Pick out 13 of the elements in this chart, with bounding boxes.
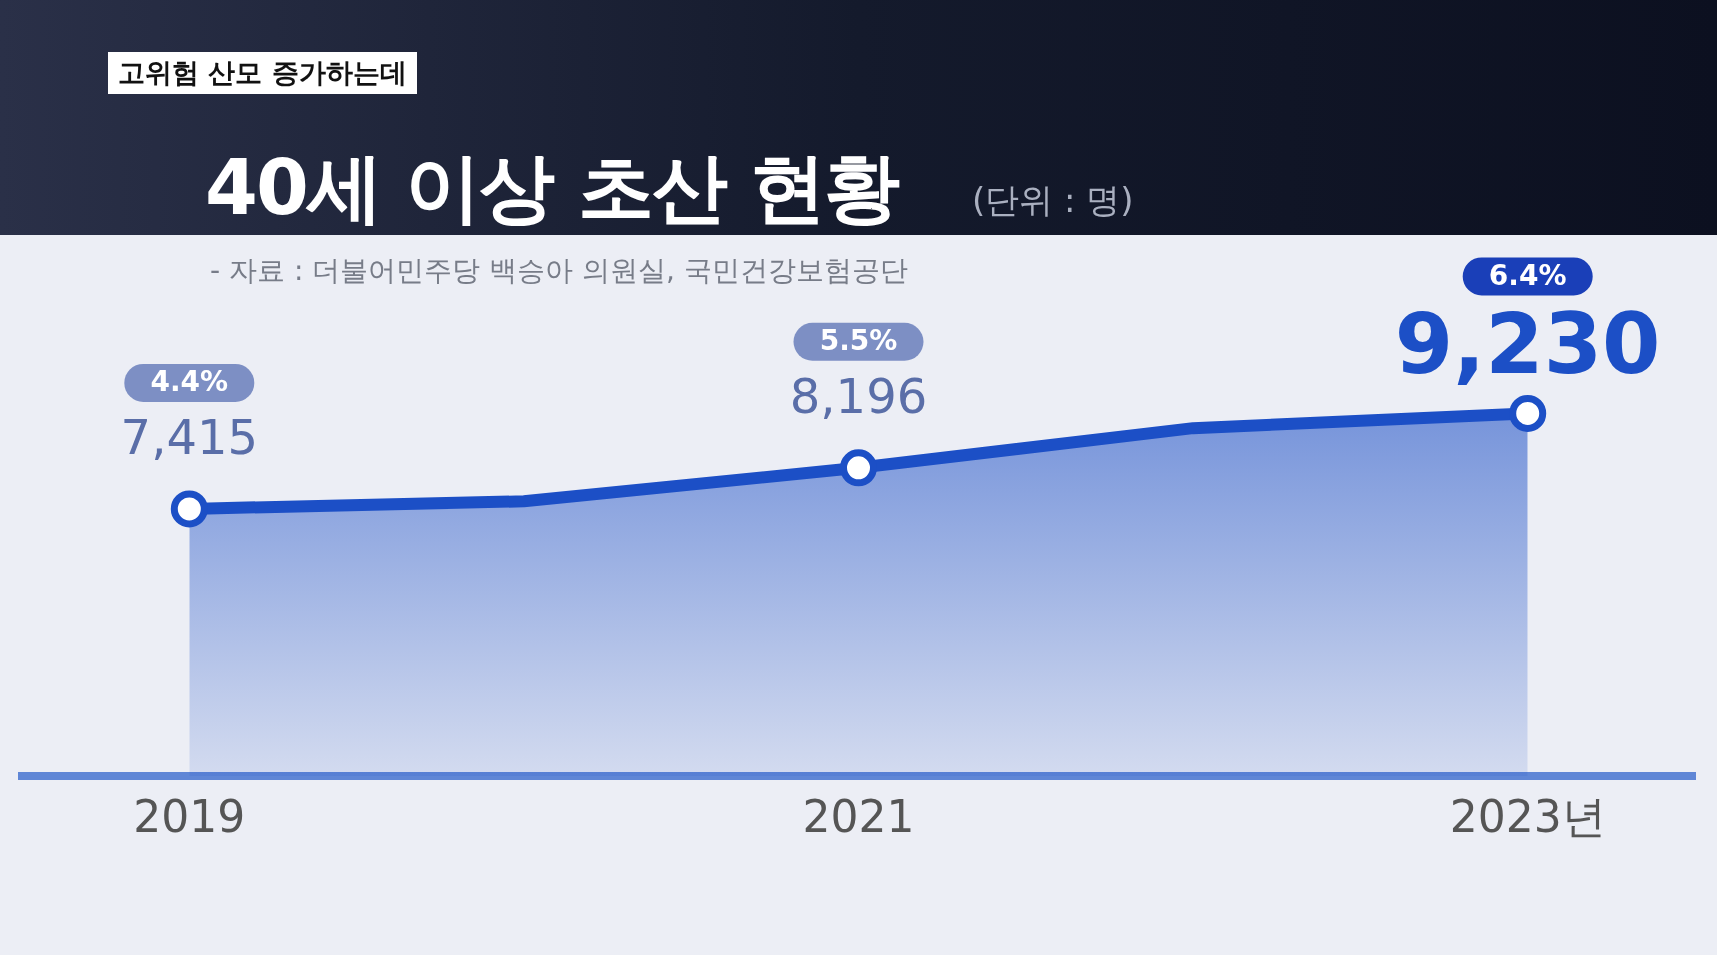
data-label: 9,230 [1394,295,1661,394]
x-tick-label: 2023년 [1449,791,1606,843]
text: 고위험 산모 증가하는데 [108,52,417,94]
chart-title: 40세 이상 초산 현황 [205,142,899,234]
text: 6.4% [1488,258,1567,292]
data-label: 8,196 [789,367,928,424]
x-tick-label: 2021 [802,791,915,843]
data-label: 7,415 [120,408,259,465]
x-tick-label: 2019 [133,791,246,843]
text: 4.4% [150,365,229,399]
text: - 자료 : 더불어민주당 백승아 의원실, 국민건강보험공단 [210,253,908,289]
chart-subtitle: (단위 : 명) [972,179,1134,222]
text: 5.5% [819,324,898,358]
